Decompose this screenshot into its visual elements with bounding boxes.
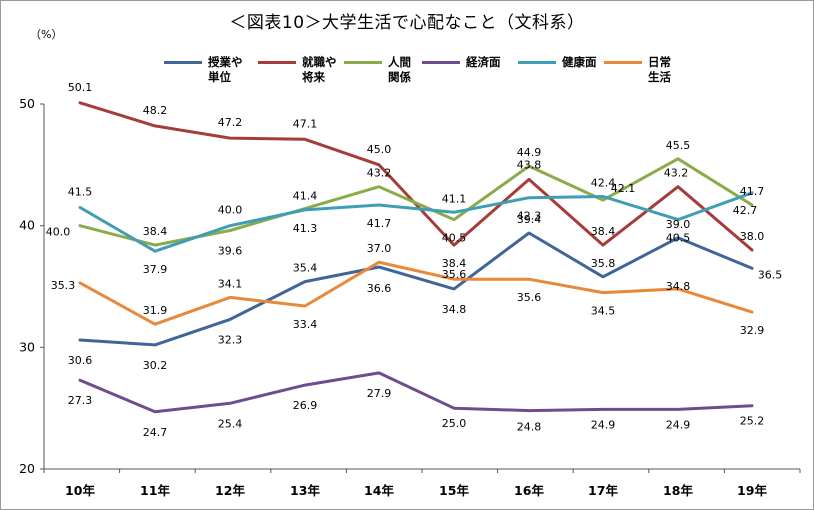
data-label-3: 25.0: [442, 417, 467, 430]
data-label-1: 38.4: [442, 257, 467, 270]
x-tick-label: 13年: [290, 483, 320, 498]
data-label-0: 39.4: [517, 213, 542, 226]
data-label-0: 32.3: [218, 333, 243, 346]
x-tick-label: 11年: [140, 483, 170, 498]
x-tick-label: 17年: [588, 483, 618, 498]
data-label-1: 38.0: [740, 230, 765, 243]
data-label-5: 37.0: [367, 242, 392, 255]
y-tick-label: 40: [19, 218, 35, 233]
data-label-0: 30.6: [68, 354, 93, 367]
data-label-3: 24.9: [591, 418, 616, 431]
series-line-4: [78, 191, 754, 253]
data-label-3: 24.9: [666, 418, 691, 431]
data-label-1: 38.4: [591, 225, 616, 238]
series-line-3: [78, 371, 754, 414]
x-tick-label: 10年: [65, 483, 95, 498]
legend-label-career: 就職や 将来: [302, 55, 337, 84]
data-label-0: 36.6: [367, 282, 392, 295]
data-label-4: 42.4: [591, 176, 616, 189]
legend-label-daily-life: 日常 生活: [648, 55, 671, 84]
x-tick-label: 19年: [737, 483, 767, 498]
data-label-3: 27.3: [68, 394, 93, 407]
data-label-2: 41.7: [740, 185, 765, 198]
data-label-4: 41.3: [293, 222, 318, 235]
data-label-4: 42.7: [733, 204, 758, 217]
series-line-1: [78, 101, 754, 252]
data-label-2: 40.0: [46, 226, 71, 239]
data-label-1: 45.0: [367, 143, 392, 156]
x-tick-label: 14年: [364, 483, 394, 498]
data-label-5: 34.5: [591, 305, 616, 318]
data-label-0: 35.8: [591, 257, 616, 270]
data-label-4: 40.0: [218, 204, 243, 217]
data-label-5: 33.4: [293, 318, 318, 331]
data-label-2: 41.4: [293, 190, 318, 203]
data-label-5: 31.9: [143, 304, 168, 317]
series-line-0: [78, 231, 754, 347]
data-label-5: 32.9: [740, 324, 765, 337]
data-label-4: 37.9: [143, 263, 168, 276]
y-tick-label: 50: [19, 96, 35, 111]
data-label-1: 50.1: [68, 81, 93, 94]
series-line-5: [78, 260, 754, 326]
legend-label-finance: 経済面: [466, 55, 501, 69]
data-label-2: 43.2: [367, 167, 392, 180]
data-label-3: 27.9: [367, 387, 392, 400]
x-tick-label: 12年: [215, 483, 245, 498]
x-tick-label: 15年: [439, 483, 469, 498]
data-label-5: 35.3: [51, 279, 76, 292]
legend-label-relationships: 人間 関係: [388, 55, 411, 84]
data-label-3: 25.4: [218, 417, 243, 430]
x-tick-label: 16年: [514, 483, 544, 498]
data-label-0: 35.4: [293, 262, 318, 275]
data-label-0: 34.8: [442, 303, 467, 316]
data-label-4: 41.1: [442, 192, 467, 205]
data-label-4: 42.3: [517, 210, 542, 223]
y-axis-unit: （%）: [30, 28, 63, 41]
data-label-1: 43.2: [664, 167, 689, 180]
x-tick-label: 18年: [663, 483, 693, 498]
data-label-2: 42.1: [611, 182, 636, 195]
data-label-4: 41.7: [367, 217, 392, 230]
data-label-1: 43.8: [517, 158, 542, 171]
data-label-2: 40.5: [442, 232, 467, 245]
legend-label-classes: 授業や 単位: [208, 55, 243, 84]
data-label-2: 38.4: [143, 225, 168, 238]
chart-title: ＜図表10＞大学生活で心配なこと（文科系）: [229, 13, 585, 33]
legend-label-health: 健康面: [562, 55, 597, 69]
data-label-1: 47.1: [293, 117, 318, 130]
data-label-1: 47.2: [218, 116, 243, 129]
data-label-5: 35.6: [442, 268, 467, 281]
legend-swatch-relationships: [344, 61, 382, 64]
data-label-0: 39.0: [666, 218, 691, 231]
data-label-2: 44.9: [517, 146, 542, 159]
data-label-3: 26.9: [293, 399, 318, 412]
series-line-2: [78, 157, 754, 247]
data-label-1: 48.2: [143, 104, 168, 117]
data-label-0: 30.2: [143, 359, 168, 372]
data-label-2: 45.5: [666, 139, 691, 152]
data-label-3: 25.2: [740, 415, 765, 428]
data-label-0: 36.5: [758, 268, 783, 281]
data-label-3: 24.7: [143, 426, 168, 439]
data-label-2: 39.6: [218, 245, 243, 258]
data-label-5: 34.1: [218, 277, 243, 290]
data-label-3: 24.8: [517, 421, 542, 434]
legend-swatch-classes: [164, 61, 202, 64]
data-label-5: 35.6: [517, 291, 542, 304]
y-tick-label: 20: [19, 461, 35, 476]
data-label-4: 41.5: [68, 185, 93, 198]
legend-swatch-daily-life: [604, 61, 642, 64]
data-label-4: 40.5: [666, 232, 691, 245]
legend-swatch-finance: [422, 61, 460, 64]
legend-swatch-health: [518, 61, 556, 64]
data-label-5: 34.8: [666, 280, 691, 293]
legend-swatch-career: [258, 61, 296, 64]
y-tick-label: 30: [19, 339, 35, 354]
